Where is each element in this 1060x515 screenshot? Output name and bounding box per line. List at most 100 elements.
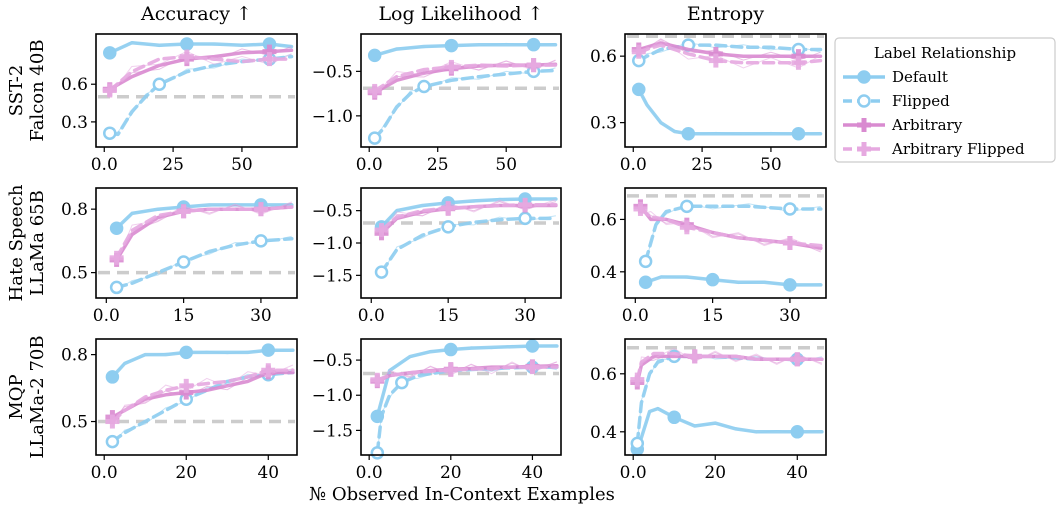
row-label: MQPLLaMa-2 70B bbox=[6, 335, 48, 458]
series-marker-default bbox=[367, 48, 382, 63]
series-marker-arbitrary-flipped bbox=[782, 236, 797, 250]
series-marker-flipped bbox=[254, 234, 268, 248]
series-marker-default bbox=[105, 370, 120, 384]
legend-marker bbox=[857, 70, 871, 84]
series-marker-flipped bbox=[630, 436, 645, 451]
y-tick-label: −1.5 bbox=[312, 266, 353, 286]
series-marker-arbitrary-flipped bbox=[791, 55, 806, 70]
legend-entry-arbitrary: Arbitrary bbox=[843, 116, 963, 134]
series-marker-arbitrary-flipped bbox=[633, 201, 648, 216]
x-tick-label: 25 bbox=[427, 155, 449, 175]
panel-1-3: 0.0 25 50 0.3 0.6 Entropy bbox=[590, 3, 827, 175]
x-tick-label: 0.0 bbox=[91, 463, 118, 483]
series-line-flipped bbox=[637, 43, 823, 63]
x-tick-label: 0.0 bbox=[356, 155, 383, 175]
x-tick-label: 20 bbox=[175, 463, 197, 483]
x-tick-label: 25 bbox=[162, 155, 184, 175]
series-marker-arbitrary-flipped bbox=[443, 362, 458, 377]
series-marker-flipped bbox=[518, 211, 532, 226]
series-marker-arbitrary-flipped bbox=[367, 83, 382, 98]
column-title: Entropy bbox=[687, 3, 764, 25]
series-trace-arbitrary-flipped bbox=[111, 364, 294, 427]
series-line-arbitrary-flipped bbox=[638, 207, 823, 248]
y-tick-label: −0.5 bbox=[312, 351, 353, 371]
panel-1-2: 0.0 25 50 −1.0 −0.5 Log Likelihood ↑ bbox=[312, 3, 562, 175]
series-marker-default bbox=[790, 425, 805, 439]
panel-2-1: 0.0 15 30 0.5 0.8 Hate SpeechLLaMa 65B bbox=[6, 184, 298, 326]
series-marker-arbitrary-flipped bbox=[261, 363, 276, 378]
panel-3-3: 0.0 20 40 0.4 0.6 bbox=[590, 338, 827, 483]
series-line-flipped bbox=[643, 204, 823, 264]
series-marker-arbitrary-flipped bbox=[444, 59, 459, 74]
series-marker-default bbox=[180, 37, 194, 51]
series-marker-arbitrary-flipped bbox=[708, 53, 723, 68]
legend: Label Relationship Default Flipped Arbitrar… bbox=[834, 37, 1056, 163]
panel-frame bbox=[95, 338, 298, 456]
y-tick-label: 0.4 bbox=[590, 263, 617, 283]
series-line-flipped bbox=[379, 216, 558, 274]
y-tick-label: 0.8 bbox=[61, 200, 88, 220]
panel-frame bbox=[360, 338, 562, 456]
panel-frame bbox=[624, 187, 827, 299]
legend-label: Flipped bbox=[892, 92, 950, 110]
series-line-flipped bbox=[108, 54, 294, 137]
y-tick-label: −1.0 bbox=[312, 386, 353, 406]
series-trace-arbitrary bbox=[640, 209, 821, 253]
legend-label: Arbitrary bbox=[891, 116, 963, 134]
x-tick-label: 30 bbox=[250, 306, 272, 326]
legend-entry-flipped: Flipped bbox=[843, 92, 950, 110]
series-line-arbitrary bbox=[110, 370, 295, 419]
series-marker-default bbox=[783, 278, 797, 292]
series-line-arbitrary-flipped bbox=[635, 351, 824, 382]
x-tick-label: 40 bbox=[522, 463, 544, 483]
series-marker-flipped bbox=[152, 77, 167, 91]
legend-label: Default bbox=[892, 68, 948, 86]
series-marker-arbitrary-flipped bbox=[526, 58, 541, 73]
x-tick-label: 15 bbox=[437, 306, 459, 326]
x-tick-label: 15 bbox=[173, 306, 195, 326]
column-title: Accuracy ↑ bbox=[140, 3, 252, 25]
x-axis-label: № Observed In-Context Examples bbox=[309, 484, 615, 505]
series-marker-default bbox=[179, 345, 193, 360]
series-line-arbitrary-flipped bbox=[375, 365, 559, 382]
series-marker-arbitrary-flipped bbox=[370, 372, 385, 387]
x-tick-label: 20 bbox=[704, 463, 726, 483]
series-marker-arbitrary-flipped bbox=[441, 201, 456, 216]
series-marker-flipped bbox=[103, 126, 117, 140]
y-tick-label: 0.8 bbox=[61, 346, 88, 366]
y-tick-label: −1.0 bbox=[312, 107, 353, 127]
row-label: Hate SpeechLLaMa 65B bbox=[6, 184, 48, 301]
legend-entry-default: Default bbox=[843, 68, 948, 86]
x-tick-label: 50 bbox=[760, 155, 782, 175]
x-tick-label: 0.0 bbox=[91, 155, 118, 175]
series-line-arbitrary bbox=[114, 205, 294, 262]
series-marker-flipped bbox=[395, 375, 409, 390]
x-tick-label: 50 bbox=[231, 155, 253, 175]
series-marker-default bbox=[638, 275, 653, 290]
series-marker-flipped bbox=[370, 446, 385, 460]
x-tick-label: 0.0 bbox=[93, 306, 120, 326]
x-tick-label: 0.0 bbox=[356, 463, 383, 483]
series-marker-flipped bbox=[417, 79, 431, 94]
panel-frame bbox=[624, 33, 827, 148]
series-marker-arbitrary-flipped bbox=[679, 220, 694, 235]
x-tick-label: 0.0 bbox=[620, 155, 647, 175]
series-line-flipped bbox=[372, 68, 558, 140]
panel-1-1: 0.0 25 50 0.3 0.6 Accuracy ↑ SST-2Falcon 40B bbox=[6, 3, 298, 175]
series-marker-default bbox=[525, 339, 540, 353]
y-tick-label: −1.0 bbox=[312, 234, 353, 254]
series-marker-arbitrary-flipped bbox=[630, 372, 645, 387]
y-tick-label: 0.4 bbox=[590, 423, 617, 443]
series-marker-arbitrary-flipped bbox=[102, 83, 117, 98]
legend-title: Label Relationship bbox=[874, 44, 1016, 62]
x-tick-label: 30 bbox=[779, 306, 801, 326]
series-marker-flipped bbox=[176, 255, 191, 269]
legend-marker bbox=[857, 118, 871, 132]
x-tick-label: 40 bbox=[786, 463, 808, 483]
series-marker-arbitrary-flipped bbox=[525, 360, 540, 375]
series-line-default bbox=[635, 406, 824, 451]
y-tick-label: 0.6 bbox=[590, 210, 617, 230]
series-marker-arbitrary-flipped bbox=[179, 378, 194, 393]
legend-label: Arbitrary Flipped bbox=[891, 140, 1025, 158]
